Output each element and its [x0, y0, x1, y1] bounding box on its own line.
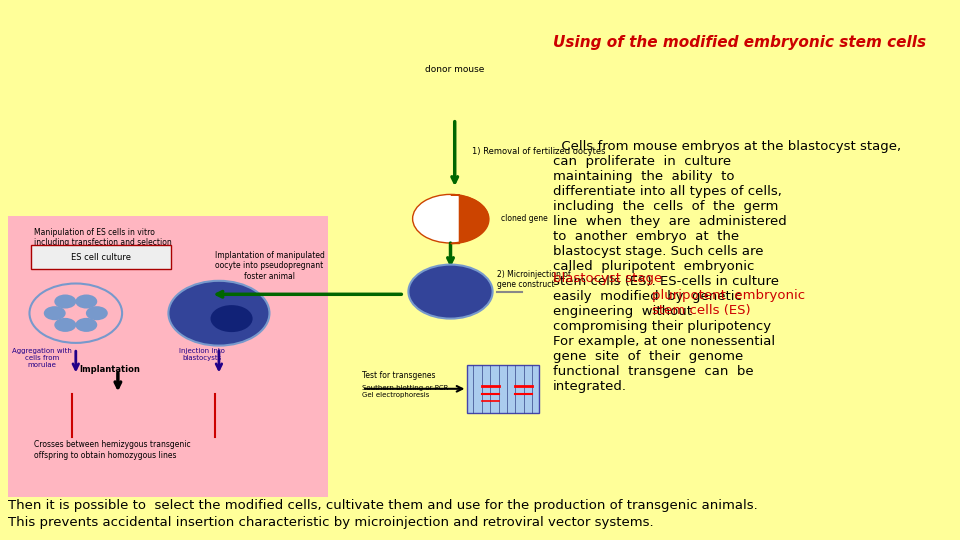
Text: cloned gene: cloned gene [501, 214, 548, 223]
FancyBboxPatch shape [31, 245, 171, 269]
Circle shape [413, 194, 489, 243]
Circle shape [210, 305, 252, 332]
Text: blastocyst stage: blastocyst stage [553, 272, 662, 285]
Circle shape [408, 265, 492, 319]
Circle shape [168, 281, 270, 346]
Text: 1) Removal of fertilized oocytes: 1) Removal of fertilized oocytes [471, 147, 605, 156]
Text: Using of the modified embryonic stem cells: Using of the modified embryonic stem cel… [553, 35, 926, 50]
Circle shape [55, 318, 76, 332]
Text: Injection into
blastocysts: Injection into blastocysts [180, 348, 225, 361]
Text: ES cell culture: ES cell culture [71, 253, 132, 261]
Text: Implantation of manipulated
oocyte into pseudopregnant
foster animal: Implantation of manipulated oocyte into … [214, 251, 324, 281]
Text: Southern blotting or PCR
Gel electrophoresis: Southern blotting or PCR Gel electrophor… [362, 385, 448, 398]
Text: . Cells from mouse embryos at the blastocyst stage,
can  proliferate  in  cultur: . Cells from mouse embryos at the blasto… [553, 140, 901, 394]
FancyBboxPatch shape [9, 216, 328, 497]
Circle shape [85, 306, 108, 320]
Text: Then it is possible to  select the modified cells, cultivate them and use for th: Then it is possible to select the modifi… [9, 500, 758, 512]
Text: Manipulation of ES cells in vitro
including transfection and selection
of suitab: Manipulation of ES cells in vitro includ… [34, 228, 172, 268]
Text: donor mouse: donor mouse [425, 65, 485, 74]
Text: Aggregation with
cells from
morulae: Aggregation with cells from morulae [12, 348, 72, 368]
Text: This prevents accidental insertion characteristic by microinjection and retrovir: This prevents accidental insertion chara… [9, 516, 654, 529]
Text: Test for transgenes: Test for transgenes [362, 371, 436, 380]
FancyBboxPatch shape [468, 364, 539, 413]
Circle shape [76, 294, 97, 308]
Circle shape [44, 306, 65, 320]
Circle shape [76, 318, 97, 332]
Text: 2) Microinjection of
gene construct: 2) Microinjection of gene construct [497, 270, 570, 289]
Text: Crosses between hemizygous transgenic
offspring to obtain homozygous lines: Crosses between hemizygous transgenic of… [34, 440, 190, 460]
Text: pluripotent  embryonic
stem cells (ES): pluripotent embryonic stem cells (ES) [652, 289, 804, 317]
Circle shape [55, 294, 76, 308]
Text: Implantation: Implantation [79, 364, 140, 374]
